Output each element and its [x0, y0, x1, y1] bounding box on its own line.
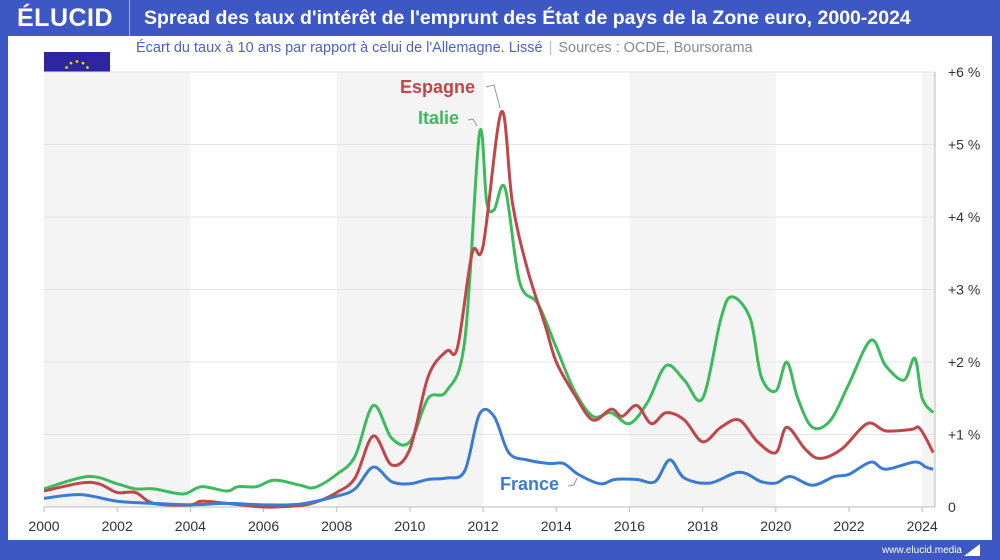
- x-tick-label: 2024: [907, 518, 938, 534]
- y-tick-label: +1 %: [948, 427, 980, 443]
- flag-star: [69, 61, 73, 65]
- y-tick-label: +6 %: [948, 64, 980, 80]
- series-label-italie: Italie: [418, 108, 459, 128]
- flag-star: [65, 66, 69, 69]
- flag-star: [75, 60, 79, 63]
- flag-star: [85, 66, 89, 69]
- elucid-logo: ÉLUCID: [17, 3, 114, 32]
- sources: Sources : OCDE, Boursorama: [558, 40, 753, 56]
- header: ÉLUCID Spread des taux d'intérêt de l'em…: [0, 0, 1000, 36]
- x-tick-label: 2018: [687, 518, 718, 534]
- divider: [129, 0, 130, 36]
- x-tick-label: 2022: [833, 518, 864, 534]
- flag-star: [81, 61, 85, 65]
- footer-url[interactable]: www.elucid.media: [881, 545, 962, 556]
- y-tick-label: +3 %: [948, 282, 980, 298]
- x-tick-label: 2002: [102, 518, 133, 534]
- elucid-mark-icon: [964, 544, 980, 556]
- x-tick-label: 2000: [28, 518, 59, 534]
- x-tick-label: 2020: [760, 518, 791, 534]
- chart-title: Spread des taux d'intérêt de l'emprunt d…: [144, 6, 911, 29]
- x-tick-label: 2012: [468, 518, 499, 534]
- subtitle-text: Écart du taux à 10 ans par rapport à cel…: [136, 40, 543, 56]
- x-tick-label: 2010: [394, 518, 425, 534]
- label-leader: [567, 477, 578, 487]
- line-chart: 0 +1 % +2 % +3 % +4 % +5 % +6 % 2000 2002 2004 200…: [28, 64, 980, 534]
- series-label-france: France: [500, 474, 559, 494]
- chart-subtitle: Écart du taux à 10 ans par rapport à cel…: [136, 40, 753, 56]
- label-leader: [485, 84, 501, 109]
- y-tick-label: +2 %: [948, 354, 980, 370]
- series-line-italie: [43, 128, 935, 496]
- x-tick-label: 2006: [248, 518, 279, 534]
- y-tick-label: +5 %: [948, 137, 980, 153]
- label-leader: [467, 118, 478, 127]
- x-tick-label: 2014: [541, 518, 572, 534]
- x-tick-label: 2016: [614, 518, 645, 534]
- subtitle-separator: |: [548, 40, 553, 56]
- series-line-france: [43, 407, 934, 507]
- x-tick-label: 2004: [175, 518, 206, 534]
- x-tick-label: 2008: [321, 518, 352, 534]
- series-label-espagne: Espagne: [400, 77, 475, 97]
- y-tick-label: +4 %: [948, 209, 980, 225]
- y-tick-label: 0: [948, 499, 956, 515]
